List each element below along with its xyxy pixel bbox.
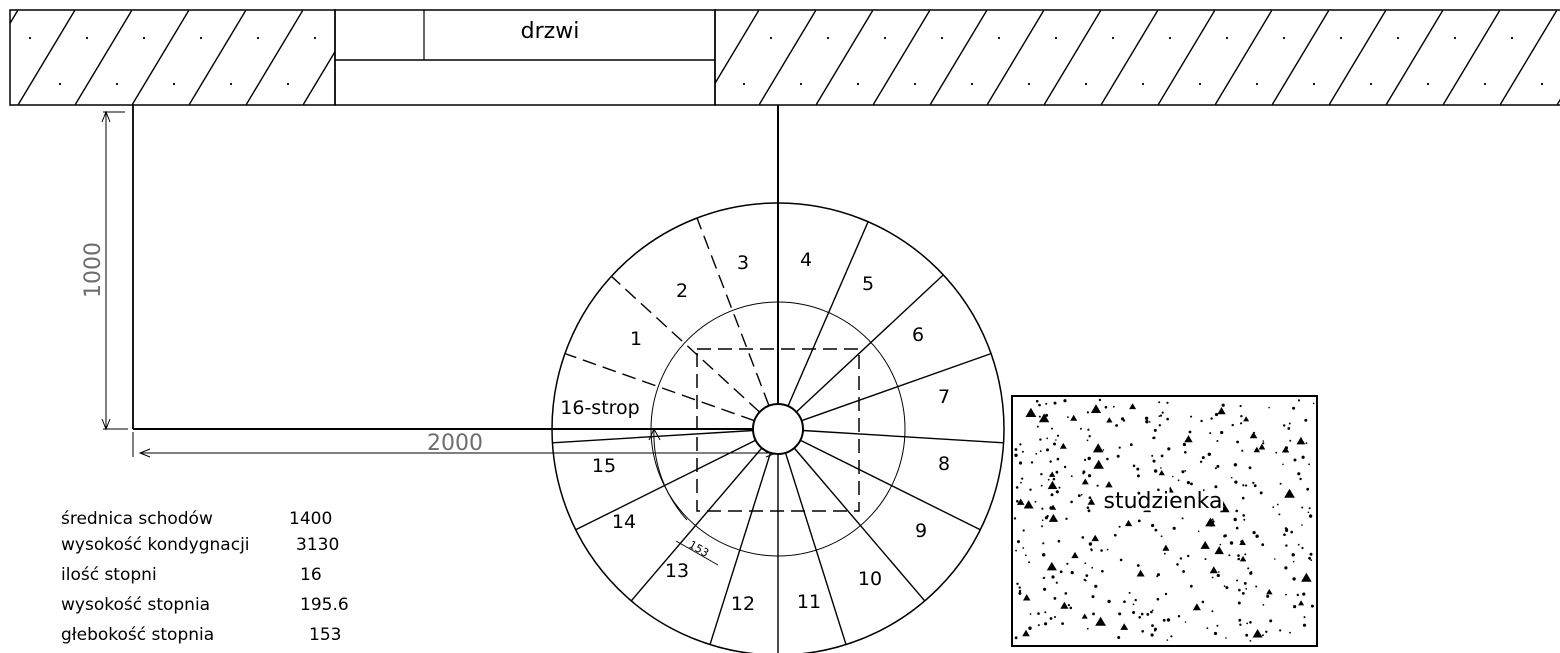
step-number: 3 bbox=[737, 252, 749, 274]
step-number: 11 bbox=[797, 591, 821, 613]
spec-label: średnica schodów bbox=[61, 509, 213, 529]
step-number: 1 bbox=[630, 328, 642, 350]
well: studzienka bbox=[1011, 395, 1318, 647]
spec-value: 1400 bbox=[289, 509, 332, 529]
door: drzwi bbox=[334, 9, 716, 106]
tread-line bbox=[793, 447, 926, 602]
step-number: 8 bbox=[938, 453, 950, 475]
tread-line bbox=[800, 439, 981, 531]
spec-label: ilość stopni bbox=[61, 565, 157, 585]
center-column bbox=[752, 403, 804, 455]
step-number: 4 bbox=[800, 249, 812, 271]
tread-line bbox=[795, 274, 944, 413]
wall-left bbox=[9, 9, 336, 106]
spec-value: 153 bbox=[309, 625, 341, 645]
step-number: 13 bbox=[665, 560, 689, 582]
step-number: 15 bbox=[592, 455, 616, 477]
step-number: 2 bbox=[676, 280, 688, 302]
tread-line bbox=[630, 447, 763, 602]
step-number: 10 bbox=[858, 568, 882, 590]
door-label: drzwi bbox=[521, 19, 580, 44]
tread-line bbox=[802, 429, 1004, 444]
step-number: 5 bbox=[862, 273, 874, 295]
tread-line bbox=[564, 352, 755, 422]
tread-depth-label: 153 bbox=[686, 538, 711, 560]
tread-line bbox=[575, 439, 756, 531]
step-number: 12 bbox=[731, 593, 755, 615]
tread-line bbox=[709, 452, 772, 645]
step-number: 6 bbox=[912, 324, 924, 346]
well-label: studzienka bbox=[1104, 489, 1223, 514]
tread-line bbox=[801, 352, 992, 422]
direction-arrow bbox=[648, 427, 688, 521]
spec-value: 3130 bbox=[296, 535, 339, 555]
spec-value: 195.6 bbox=[300, 595, 349, 615]
step-number: 16-strop bbox=[560, 397, 639, 419]
floor-opening bbox=[132, 105, 779, 430]
tread-line bbox=[696, 217, 770, 406]
tread-line bbox=[552, 429, 754, 444]
tread-line bbox=[784, 452, 847, 645]
tread-line bbox=[787, 221, 869, 407]
spec-label: wysokość stopnia bbox=[61, 595, 210, 615]
support-frame-dashed bbox=[696, 348, 860, 512]
spec-label: głebokość stopnia bbox=[61, 625, 214, 645]
step-number: 9 bbox=[915, 520, 927, 542]
specs-table: średnica schodów 1400 wysokość kondygnacji… bbox=[61, 509, 349, 645]
dimension-vertical-label: 1000 bbox=[81, 242, 106, 298]
spec-value: 16 bbox=[300, 565, 322, 585]
tread-line bbox=[610, 275, 761, 413]
wall-right bbox=[714, 9, 1560, 106]
dimension-horizontal-label: 2000 bbox=[427, 431, 483, 456]
spec-label: wysokość kondygnacji bbox=[61, 535, 250, 555]
dimension-vertical: 1000 bbox=[81, 110, 128, 431]
step-number: 14 bbox=[612, 511, 636, 533]
step-number: 7 bbox=[938, 386, 950, 408]
